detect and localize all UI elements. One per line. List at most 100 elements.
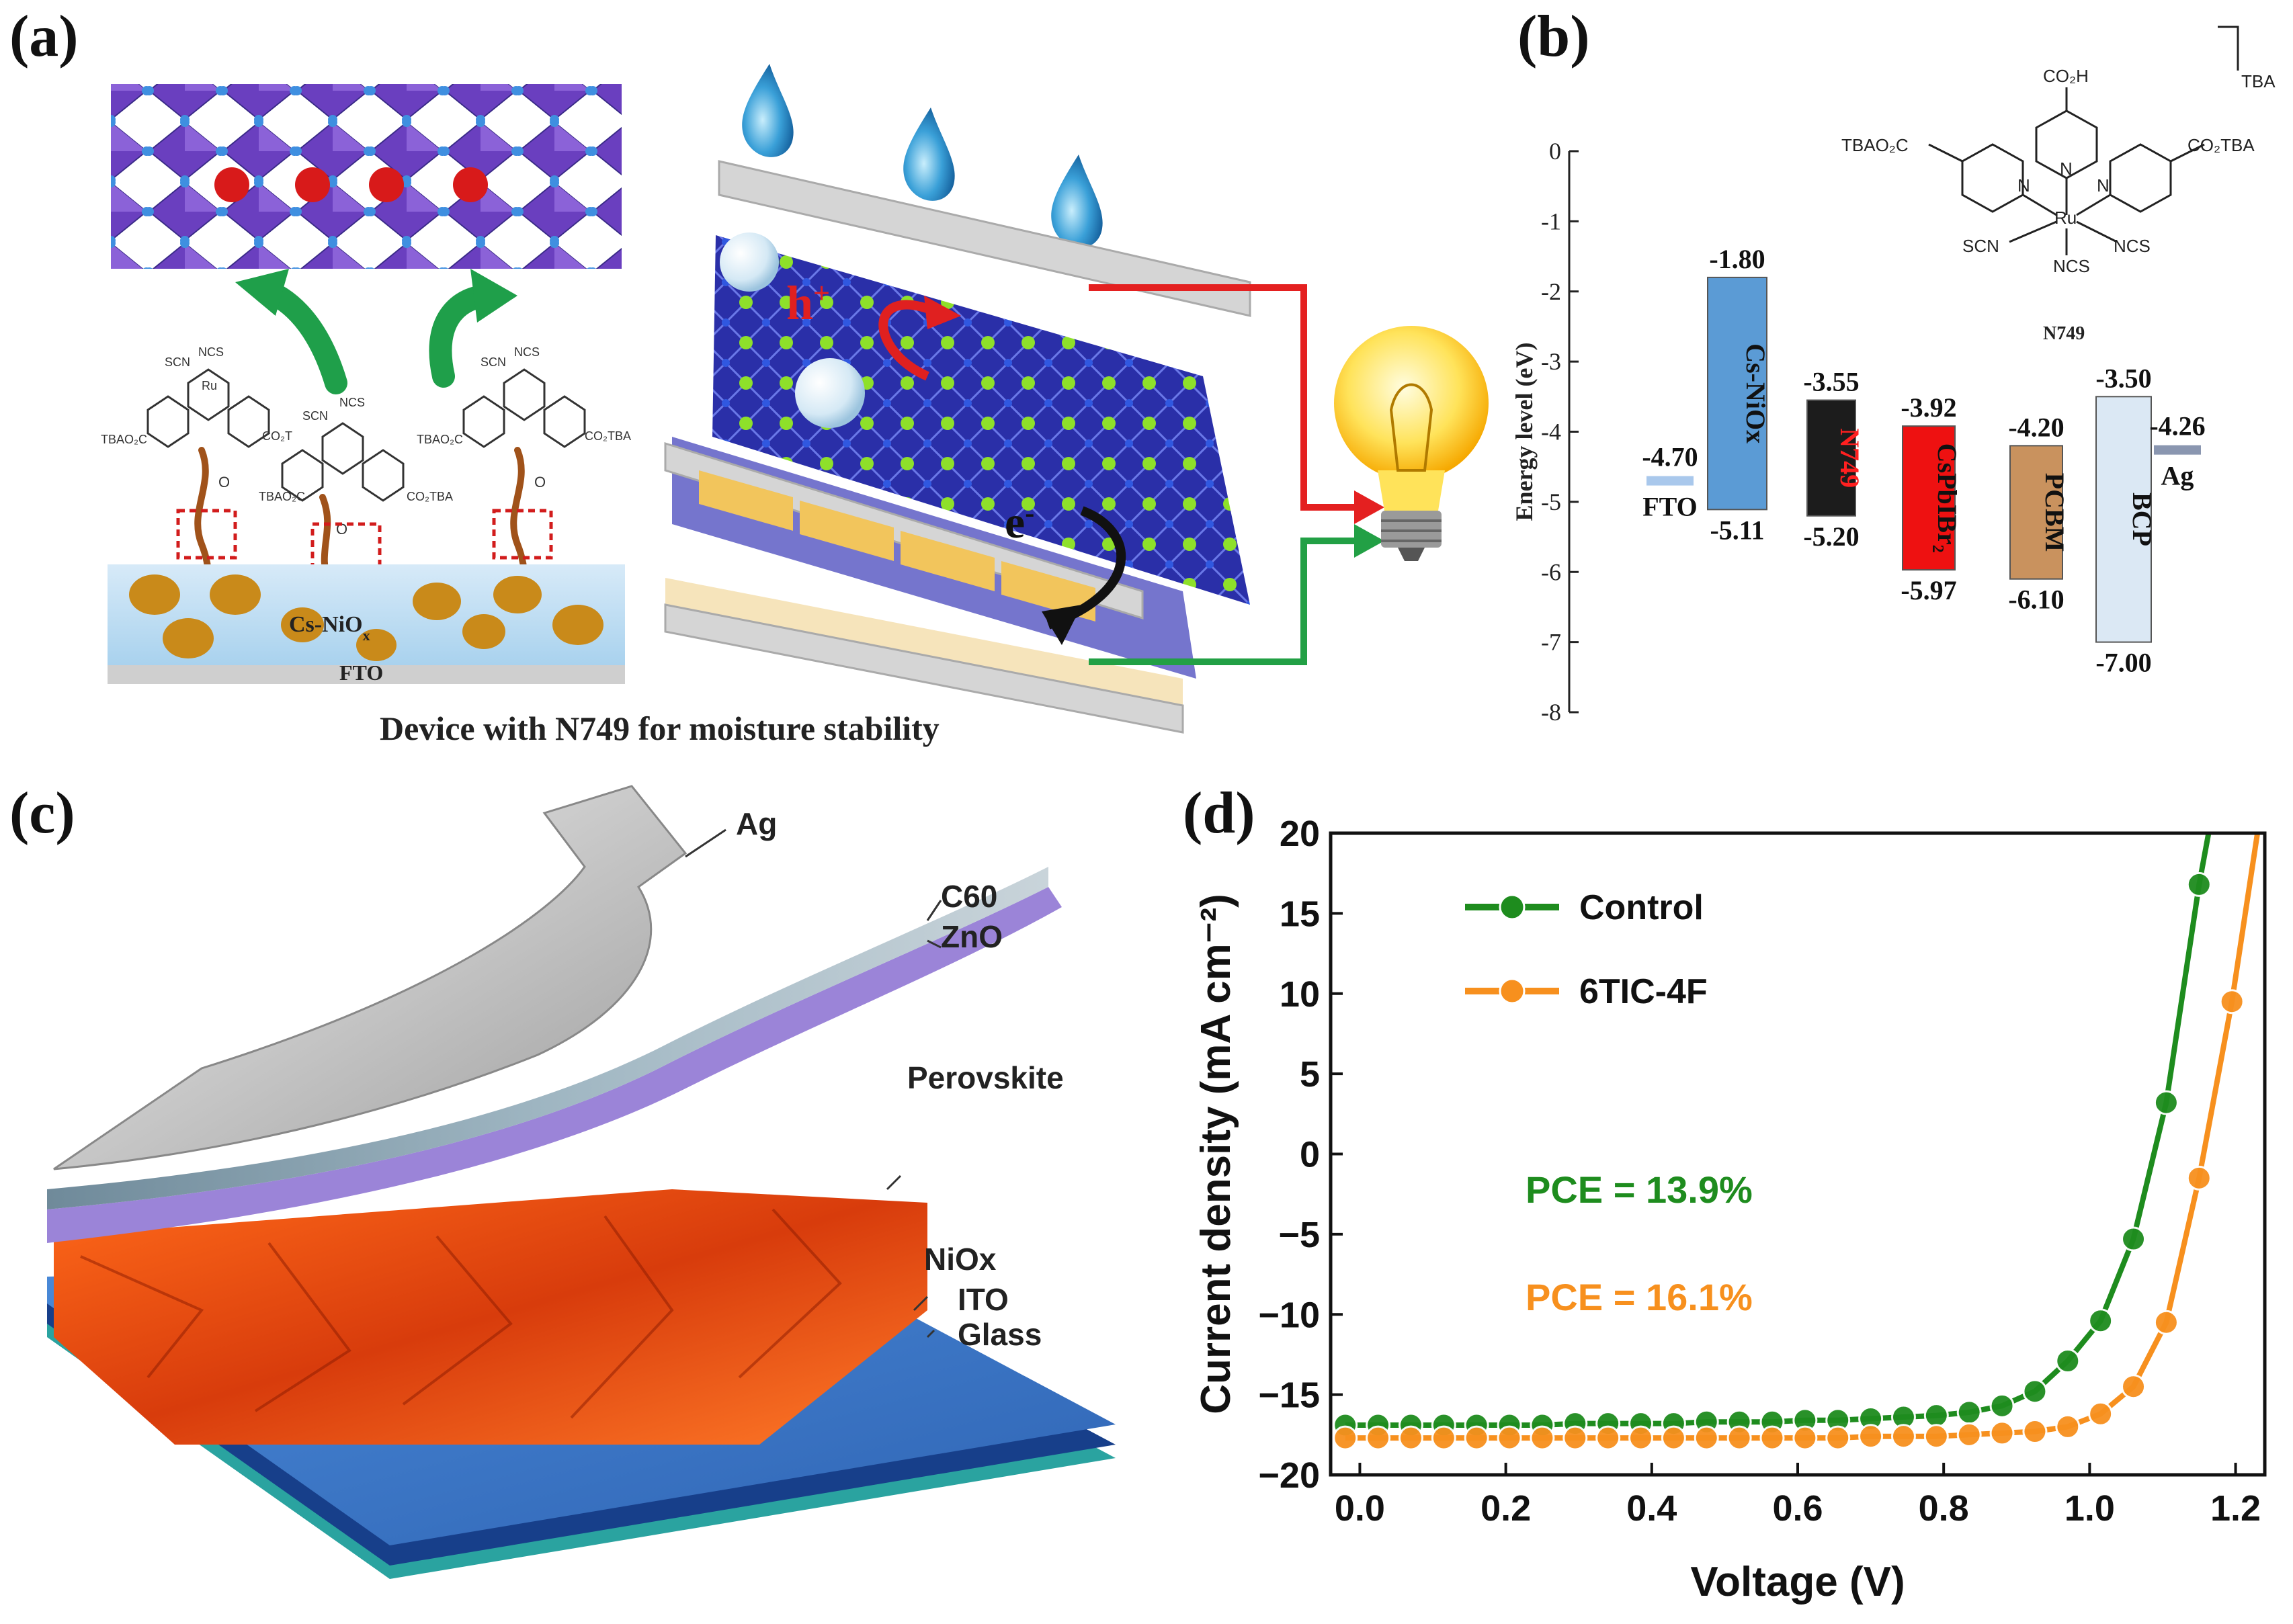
data-point — [2055, 1348, 2081, 1373]
x-tick-label: 0.2 — [1481, 1488, 1531, 1529]
data-point — [1333, 1425, 1358, 1451]
cation-atom — [214, 167, 249, 202]
y-tick-label: −10 — [1258, 1295, 1320, 1335]
molecule-label-ncs: NCS — [339, 396, 365, 409]
x-tick-label: 1.0 — [2065, 1488, 2115, 1529]
data-point — [1398, 1425, 1423, 1451]
data-point — [2121, 1374, 2146, 1400]
structure-label-co2h: CO₂H — [2043, 66, 2089, 86]
level-bottom-label: -5.11 — [1710, 515, 1764, 545]
legend-swatch-marker — [1499, 978, 1526, 1005]
energy-level-box — [1707, 276, 1767, 511]
layer-label-zno: ZnO — [941, 919, 1003, 954]
data-point — [1726, 1425, 1752, 1451]
structure-label-tbao2c: TBAO₂C — [1841, 135, 1909, 155]
level-bottom-label: -7.00 — [2095, 648, 2151, 678]
molecule-label-ru: Ru — [202, 379, 217, 392]
level-top-label: -4.20 — [2008, 412, 2064, 442]
y-tick-label: −15 — [1258, 1375, 1320, 1416]
data-point — [2022, 1419, 2048, 1445]
energy-level-chart: CO₂H TBA TBAO₂C CO₂TBA Ru SCN NCS NCS N … — [1511, 26, 2276, 726]
y-tick-label: -3 — [1541, 348, 1561, 375]
molecule-label-ncs: NCS — [514, 345, 540, 359]
data-point — [2219, 989, 2245, 1015]
layer-label-ito: ITO — [958, 1282, 1009, 1317]
n749-structure — [1928, 26, 2239, 255]
data-point — [1759, 1425, 1785, 1451]
data-point — [1923, 1424, 1949, 1449]
y-tick-label: -6 — [1541, 558, 1561, 585]
data-point — [1956, 1400, 1982, 1425]
structure-label-ru: Ru — [2054, 208, 2077, 228]
material-label: BCP — [2127, 493, 2157, 546]
level-bottom-label: -6.10 — [2008, 585, 2064, 615]
structure-name: N749 — [2043, 323, 2085, 344]
material-label: FTO — [1642, 492, 1698, 522]
panel-c: Ag C60 ZnO Perovskite NiOx ITO Glass — [0, 773, 1156, 1621]
series-line — [1345, 832, 2261, 1441]
data-point — [1890, 1424, 1916, 1449]
structure-label-tba: TBA — [2241, 71, 2276, 91]
water-bubble — [795, 358, 865, 428]
data-point — [1989, 1393, 2015, 1418]
y-tick-label: -2 — [1541, 278, 1561, 305]
water-drop-icon — [742, 64, 794, 157]
molecule-label-co2t: CO₂T — [262, 429, 292, 443]
data-point — [1989, 1420, 2015, 1446]
level-top-label: -4.70 — [1642, 442, 1698, 472]
x-tick-label: 0.8 — [1919, 1488, 1969, 1529]
data-point — [1694, 1425, 1719, 1451]
water-droplets — [742, 64, 1103, 248]
panel-label-b: (b) — [1517, 4, 1590, 69]
level-top-label: -4.26 — [2149, 411, 2205, 441]
molecule-label-scn: SCN — [165, 355, 190, 369]
panel-a-caption: Device with N749 for moisture stability — [380, 710, 940, 747]
y-tick-label: −20 — [1258, 1455, 1320, 1496]
cation-atom — [295, 167, 330, 202]
material-label: Ag — [2161, 461, 2194, 491]
data-point — [1923, 1403, 1949, 1428]
level-top-label: -3.50 — [2095, 363, 2151, 393]
x-tick-label: 0.6 — [1772, 1488, 1823, 1529]
structure-label-ncs: NCS — [2053, 256, 2090, 276]
y-tick-label: −5 — [1278, 1215, 1320, 1255]
data-point — [2186, 1165, 2212, 1191]
molecule-label-tbao2c: TBAO₂C — [259, 490, 305, 503]
light-bulb-icon — [1334, 326, 1489, 561]
y-tick-label: 15 — [1280, 894, 1320, 934]
layer-pointers — [685, 828, 942, 1338]
energy-level-bar — [1646, 476, 1694, 486]
level-top-label: -3.55 — [1803, 367, 1859, 397]
jv-curve-chart: PCE = 13.9% PCE = 16.1% 0.0 0.2 0.4 0.6 0.8 1… — [1193, 814, 2267, 1605]
pce-control-label: PCE = 13.9% — [1526, 1168, 1753, 1211]
energy-level-box — [2095, 396, 2152, 643]
data-point — [2088, 1401, 2114, 1426]
legend-swatch-marker — [1499, 894, 1526, 921]
y-tick-label: 0 — [1549, 138, 1561, 165]
etl-layers — [47, 867, 1062, 1243]
x-tick-label: 1.2 — [2210, 1488, 2261, 1529]
y-axis-label: Current density (mA cm⁻²) — [1193, 894, 1239, 1414]
pce-6tic-label: PCE = 16.1% — [1526, 1276, 1753, 1318]
carbonyl-label: O — [218, 474, 230, 490]
level-bottom-label: -5.97 — [1901, 575, 1956, 605]
data-point — [2153, 1090, 2179, 1115]
perovskite-layer — [54, 1189, 927, 1445]
structure-label-ncs: NCS — [2114, 236, 2151, 256]
substrate-label: FTO — [339, 660, 383, 685]
layer-label-perovskite: Perovskite — [907, 1060, 1064, 1095]
data-point — [2055, 1414, 2081, 1439]
data-point — [2186, 871, 2212, 897]
y-tick-label: -1 — [1541, 208, 1561, 234]
hole-transfer-arrow — [878, 300, 940, 381]
molecule-label-tbao2c: TBAO₂C — [101, 433, 147, 446]
legend-label: Control — [1579, 888, 1704, 927]
water-drop-icon — [903, 108, 955, 201]
data-point — [2022, 1379, 2048, 1404]
interaction-arrows — [235, 269, 517, 394]
data-point — [1366, 1425, 1391, 1451]
y-tick-label: -8 — [1541, 699, 1561, 726]
ag-electrode — [53, 785, 687, 1170]
device-stack-illustration: Ag C60 ZnO Perovskite NiOx ITO Glass — [47, 785, 1116, 1579]
molecule-label-co2tba: CO₂TBA — [585, 429, 631, 443]
